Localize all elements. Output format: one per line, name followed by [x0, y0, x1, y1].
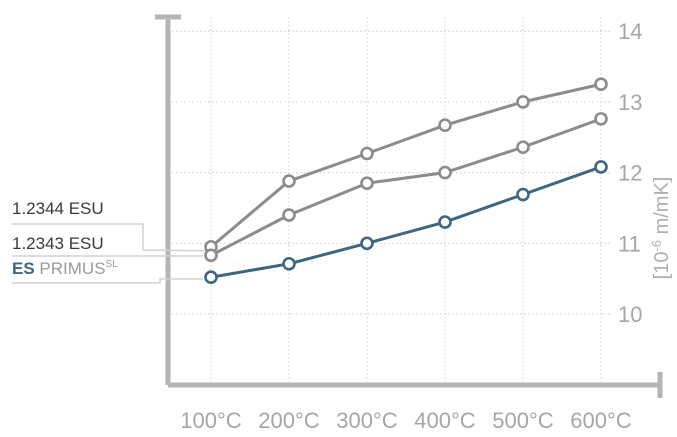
data-point-1-2343-esu	[438, 165, 452, 180]
series-line-es-primus-sl	[210, 165, 602, 279]
leader-line-1-2344-esu	[12, 223, 210, 252]
data-point-es-primus-sl	[282, 257, 296, 271]
legend-label-1-2344-esu: 1.2344 ESU	[12, 199, 104, 218]
data-point-1-2343-esu	[594, 112, 608, 126]
x-tick-label: 300°C	[336, 408, 398, 433]
data-point-1-2344-esu	[438, 118, 452, 133]
series-lines	[210, 82, 602, 279]
data-point-1-2343-esu	[204, 248, 218, 263]
data-point-es-primus-sl	[438, 215, 452, 229]
y-tick-label: 13	[618, 90, 642, 115]
x-tick-label: 600°C	[570, 408, 632, 433]
data-point-1-2343-esu	[360, 176, 374, 191]
data-point-es-primus-sl	[516, 187, 530, 202]
x-tick-label: 100°C	[180, 408, 242, 433]
y-tick-label: 11	[618, 231, 641, 256]
x-tick-label: 400°C	[414, 408, 476, 433]
series-line-1-2344-esu	[210, 82, 602, 248]
data-point-1-2343-esu	[282, 208, 296, 222]
axes	[155, 14, 663, 398]
grid-lines	[172, 17, 612, 382]
legend: 1.2344 ESU 1.2343 ESU ES PRIMUSSL	[12, 199, 118, 278]
y-axis-label: [10-6 m/mK]	[649, 177, 673, 280]
data-point-1-2344-esu	[516, 95, 530, 109]
data-point-es-primus-sl	[360, 236, 374, 251]
legend-leader-lines	[12, 223, 210, 284]
y-tick-labels: 10 11 12 13 14	[618, 19, 642, 327]
legend-label-es-primus-sl: ES PRIMUSSL	[12, 259, 118, 278]
data-point-1-2344-esu	[594, 77, 608, 92]
x-tick-label: 500°C	[492, 408, 554, 433]
x-tick-labels: 100°C 200°C 300°C 400°C 500°C 600°C	[180, 408, 632, 433]
y-tick-label: 10	[618, 302, 642, 327]
data-point-es-primus-sl	[594, 160, 608, 174]
y-tick-label: 14	[618, 19, 642, 44]
data-point-es-primus-sl	[204, 270, 218, 285]
leader-line-es-primus-sl	[12, 278, 203, 284]
data-point-1-2344-esu	[360, 146, 374, 161]
x-tick-label: 200°C	[258, 408, 320, 433]
data-point-1-2344-esu	[282, 174, 296, 188]
series-line-1-2343-esu	[210, 117, 602, 257]
legend-label-1-2343-esu: 1.2343 ESU	[12, 234, 104, 253]
y-tick-label: 12	[618, 161, 642, 186]
series-points	[204, 77, 608, 285]
data-point-1-2343-esu	[516, 140, 530, 154]
